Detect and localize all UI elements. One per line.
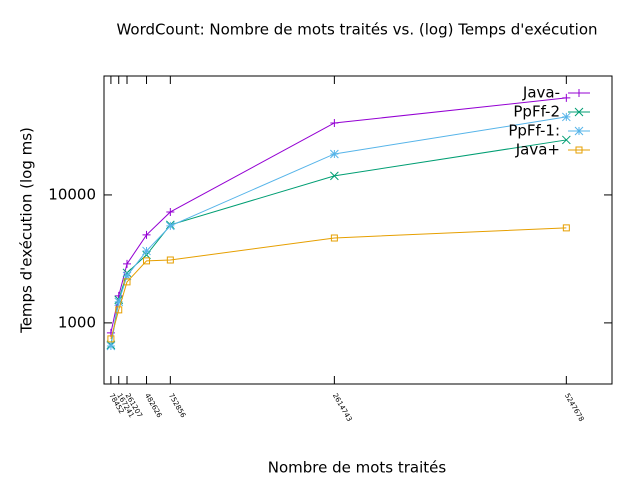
marker — [166, 207, 175, 216]
legend-label: Java+ — [515, 141, 560, 159]
marker — [330, 171, 339, 181]
plot-frame — [103, 75, 613, 385]
legend-label: PpFf-2 — [513, 103, 560, 121]
marker — [106, 341, 116, 351]
marker — [122, 271, 132, 281]
marker — [561, 112, 571, 122]
x-tick-label: 5247678 — [563, 392, 586, 423]
marker — [115, 306, 123, 314]
chart-title: WordCount: Nombre de mots traités vs. (l… — [116, 21, 597, 39]
y-tick-label: 10000 — [48, 185, 96, 203]
marker — [143, 257, 151, 265]
x-tick-label: 752856 — [167, 392, 188, 420]
marker — [165, 221, 175, 231]
marker — [114, 297, 124, 307]
legend-label: Java- — [522, 84, 560, 102]
marker — [562, 224, 570, 232]
marker — [123, 278, 131, 286]
marker — [561, 135, 571, 145]
series-line — [110, 227, 567, 340]
marker — [142, 230, 151, 239]
x-tick-label: 482626 — [143, 392, 164, 420]
marker — [574, 107, 584, 117]
marker — [562, 93, 571, 102]
marker — [330, 118, 339, 127]
marker — [142, 246, 151, 256]
legend-label: PpFf-1: — [508, 122, 560, 140]
marker — [166, 256, 174, 264]
marker — [575, 146, 583, 154]
x-axis-label: Nombre de mots traités — [268, 459, 447, 477]
marker — [123, 259, 132, 268]
marker — [574, 126, 584, 136]
series-line — [110, 139, 567, 345]
series-line — [110, 97, 567, 334]
series-line — [110, 116, 567, 347]
marker — [330, 234, 338, 242]
marker — [107, 335, 115, 343]
marker — [575, 89, 583, 97]
y-tick-label: 1000 — [58, 313, 96, 331]
y-axis-label: Temps d'exécution (log ms) — [18, 127, 36, 334]
x-tick-label: 2614743 — [331, 392, 354, 423]
marker — [330, 149, 339, 159]
